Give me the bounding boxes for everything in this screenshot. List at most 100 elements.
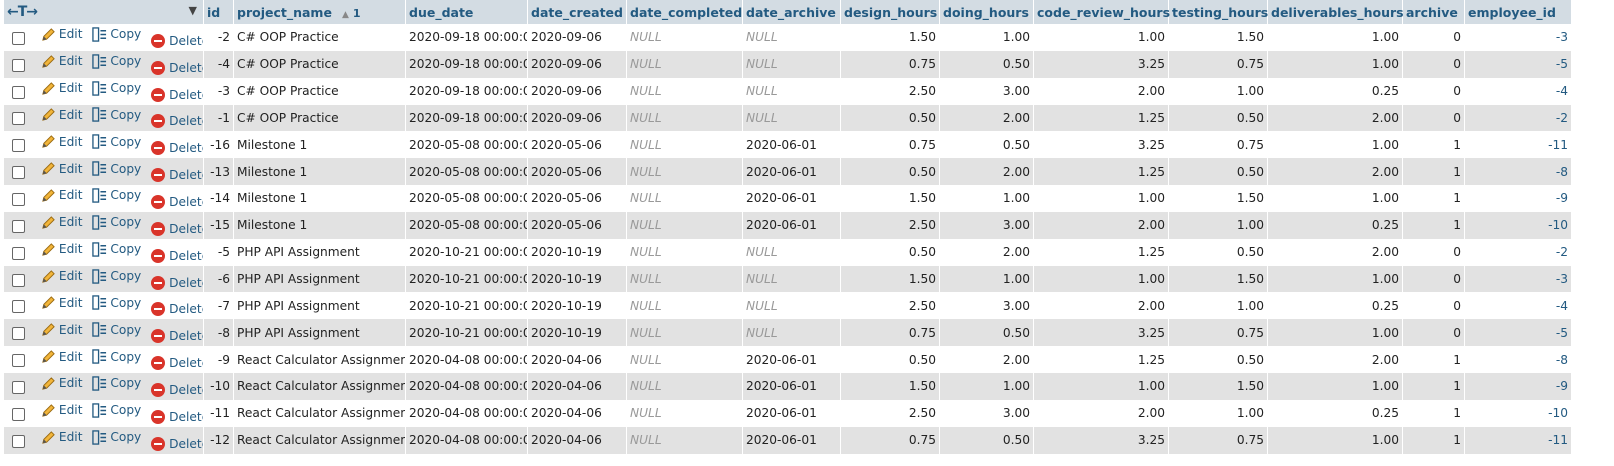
edit-button[interactable]: Edit [41, 27, 82, 42]
cell-archive[interactable]: 1 [1403, 426, 1465, 454]
cell-design-hours[interactable]: 1.50 [841, 265, 940, 293]
header-deliverables-hours[interactable]: deliverables_hours [1268, 0, 1404, 24]
cell-project-name[interactable]: React Calculator Assignment [234, 399, 406, 427]
cell-project-name[interactable]: React Calculator Assignment [234, 346, 406, 373]
cell-archive[interactable]: 0 [1403, 265, 1465, 293]
cell-deliverables-hours[interactable]: 1.00 [1268, 185, 1403, 212]
cell-date-completed[interactable]: NULL [627, 77, 743, 105]
row-checkbox[interactable] [12, 192, 25, 206]
cell-deliverables-hours[interactable]: 1.00 [1268, 131, 1403, 159]
cell-deliverables-hours[interactable]: 2.00 [1268, 158, 1403, 186]
cell-date-created[interactable]: 2020-10-19 [528, 292, 627, 320]
cell-testing-hours[interactable]: 0.50 [1169, 238, 1268, 266]
cell-code-review-hours[interactable]: 3.25 [1034, 319, 1169, 347]
cell-code-review-hours[interactable]: 1.25 [1034, 158, 1169, 186]
edit-button[interactable]: Edit [41, 349, 82, 364]
cell-testing-hours[interactable]: 1.50 [1169, 372, 1268, 400]
edit-button[interactable]: Edit [41, 161, 82, 176]
cell-employee-id[interactable]: -9 [1465, 185, 1572, 212]
cell-date-created[interactable]: 2020-09-06 [528, 104, 627, 132]
copy-button[interactable]: Copy [92, 322, 141, 337]
cell-code-review-hours[interactable]: 2.00 [1034, 292, 1169, 320]
cell-date-completed[interactable]: NULL [627, 319, 743, 347]
cell-archive[interactable]: 0 [1403, 77, 1465, 105]
row-checkbox[interactable] [12, 273, 25, 287]
cell-doing-hours[interactable]: 0.50 [940, 50, 1034, 78]
cell-doing-hours[interactable]: 1.00 [940, 185, 1034, 212]
delete-button[interactable]: Delete [151, 60, 203, 75]
cell-date-created[interactable]: 2020-10-19 [528, 238, 627, 266]
cell-doing-hours[interactable]: 2.00 [940, 104, 1034, 132]
cell-design-hours[interactable]: 2.50 [841, 292, 940, 320]
cell-project-name[interactable]: React Calculator Assignment [234, 426, 406, 454]
header-design-hours[interactable]: design_hours [841, 0, 940, 24]
cell-archive[interactable]: 0 [1403, 50, 1465, 78]
cell-date-archive[interactable]: NULL [743, 319, 841, 347]
cell-design-hours[interactable]: 1.50 [841, 24, 940, 51]
cell-design-hours[interactable]: 0.75 [841, 319, 940, 347]
cell-date-created[interactable]: 2020-05-06 [528, 211, 627, 239]
cell-id[interactable]: -7 [204, 292, 234, 320]
cell-doing-hours[interactable]: 2.00 [940, 346, 1034, 373]
row-checkbox[interactable] [12, 58, 25, 72]
cell-deliverables-hours[interactable]: 0.25 [1268, 211, 1403, 239]
cell-employee-id[interactable]: -4 [1465, 77, 1572, 105]
cell-due-date[interactable]: 2020-10-21 00:00:00 [406, 265, 528, 293]
cell-id[interactable]: -3 [204, 77, 234, 105]
cell-due-date[interactable]: 2020-05-08 00:00:00 [406, 211, 528, 239]
edit-button[interactable]: Edit [41, 376, 82, 391]
cell-doing-hours[interactable]: 1.00 [940, 24, 1034, 51]
header-date-completed[interactable]: date_completed [627, 0, 743, 24]
cell-date-archive[interactable]: 2020-06-01 [743, 211, 841, 239]
cell-date-completed[interactable]: NULL [627, 50, 743, 78]
copy-button[interactable]: Copy [92, 403, 141, 418]
cell-employee-id[interactable]: -11 [1465, 426, 1572, 454]
delete-button[interactable]: Delete [151, 221, 203, 236]
cell-design-hours[interactable]: 2.50 [841, 77, 940, 105]
header-date-created[interactable]: date_created [528, 0, 627, 24]
cell-due-date[interactable]: 2020-10-21 00:00:00 [406, 292, 528, 320]
delete-button[interactable]: Delete [151, 275, 203, 290]
row-checkbox[interactable] [12, 354, 25, 368]
cell-doing-hours[interactable]: 0.50 [940, 426, 1034, 454]
cell-testing-hours[interactable]: 0.75 [1169, 131, 1268, 159]
cell-date-completed[interactable]: NULL [627, 399, 743, 427]
cell-date-created[interactable]: 2020-04-06 [528, 426, 627, 454]
cell-archive[interactable]: 1 [1403, 399, 1465, 427]
cell-id[interactable]: -14 [204, 185, 234, 212]
cell-code-review-hours[interactable]: 1.25 [1034, 238, 1169, 266]
copy-button[interactable]: Copy [92, 215, 141, 230]
cell-date-completed[interactable]: NULL [627, 292, 743, 320]
cell-due-date[interactable]: 2020-09-18 00:00:00 [406, 77, 528, 105]
delete-button[interactable]: Delete [151, 248, 203, 263]
cell-date-completed[interactable]: NULL [627, 426, 743, 454]
copy-button[interactable]: Copy [92, 107, 141, 123]
cell-project-name[interactable]: Milestone 1 [234, 211, 406, 239]
header-id[interactable]: id [204, 0, 234, 24]
cell-date-archive[interactable]: 2020-06-01 [743, 346, 841, 373]
edit-button[interactable]: Edit [41, 403, 82, 418]
row-checkbox[interactable] [12, 139, 25, 153]
row-checkbox[interactable] [12, 31, 25, 45]
cell-testing-hours[interactable]: 0.75 [1169, 426, 1268, 454]
cell-archive[interactable]: 1 [1403, 185, 1465, 212]
cell-archive[interactable]: 0 [1403, 292, 1465, 320]
cell-project-name[interactable]: PHP API Assignment [234, 265, 406, 293]
cell-date-created[interactable]: 2020-09-06 [528, 77, 627, 105]
cell-archive[interactable]: 0 [1403, 319, 1465, 347]
row-checkbox[interactable] [12, 112, 25, 126]
cell-project-name[interactable]: Milestone 1 [234, 131, 406, 159]
cell-id[interactable]: -16 [204, 131, 234, 159]
cell-doing-hours[interactable]: 3.00 [940, 292, 1034, 320]
delete-button[interactable]: Delete [151, 114, 203, 129]
cell-date-completed[interactable]: NULL [627, 104, 743, 132]
copy-button[interactable]: Copy [92, 80, 141, 96]
cell-due-date[interactable]: 2020-04-08 00:00:00 [406, 346, 528, 373]
cell-archive[interactable]: 0 [1403, 24, 1465, 51]
cell-due-date[interactable]: 2020-04-08 00:00:00 [406, 372, 528, 400]
cell-archive[interactable]: 1 [1403, 158, 1465, 186]
cell-date-archive[interactable]: 2020-06-01 [743, 372, 841, 400]
cell-date-completed[interactable]: NULL [627, 131, 743, 159]
cell-deliverables-hours[interactable]: 2.00 [1268, 238, 1403, 266]
delete-button[interactable]: Delete [151, 382, 203, 397]
